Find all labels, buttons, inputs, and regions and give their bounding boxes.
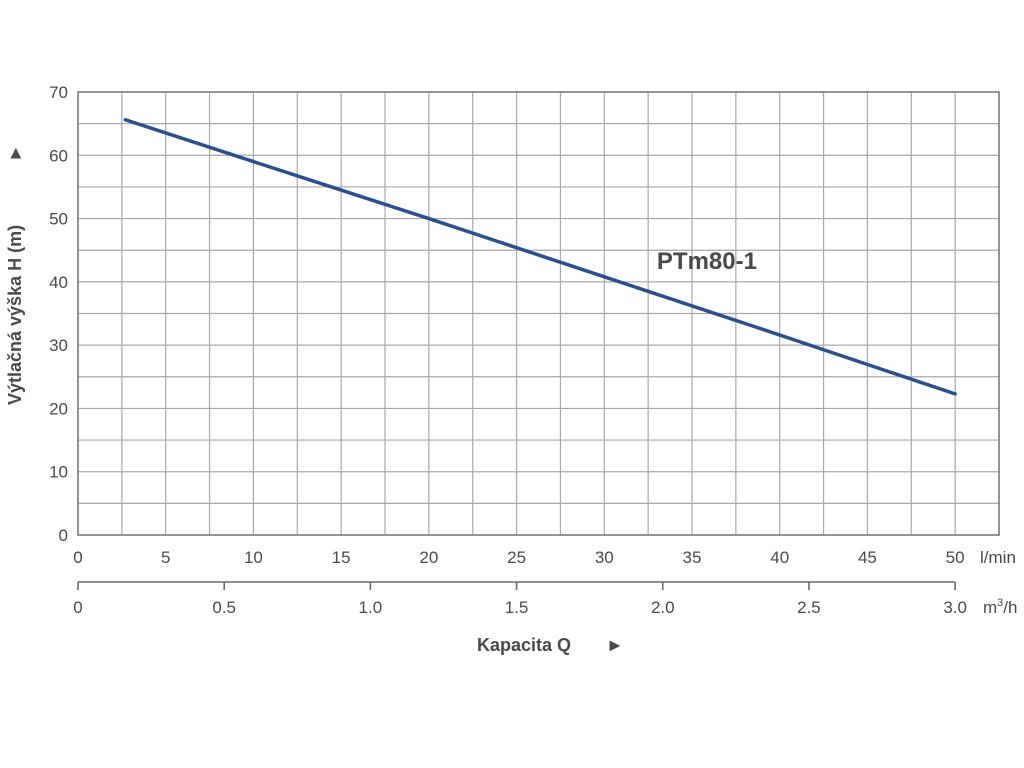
- x-tick-label: 35: [683, 548, 702, 567]
- y-tick-label: 50: [49, 210, 68, 229]
- x2-tick-label: 3.0: [943, 598, 967, 617]
- x2-tick-label: 0: [73, 598, 82, 617]
- x-tick-label: 50: [946, 548, 965, 567]
- y-tick-label: 10: [49, 463, 68, 482]
- x-tick-label: 30: [595, 548, 614, 567]
- x-tick-label: 0: [73, 548, 82, 567]
- x-axis-ticks: 0 5 10 15 20 25 30 35 40 45 50: [73, 548, 964, 567]
- x2-tick-label: 1.0: [359, 598, 383, 617]
- x-axis-unit-label: l/min: [980, 548, 1016, 567]
- x2-tick-label: 0.5: [212, 598, 236, 617]
- plot-frame: [77, 91, 1000, 536]
- x-axis-title: Kapacita Q: [477, 635, 571, 655]
- x-tick-label: 15: [332, 548, 351, 567]
- y-axis-ticks: 0 10 20 30 40 50 60 70: [49, 83, 68, 545]
- x2-tick-label: 2.0: [651, 598, 675, 617]
- y-tick-label: 0: [59, 526, 68, 545]
- x-tick-label: 40: [770, 548, 789, 567]
- x-tick-label: 20: [419, 548, 438, 567]
- x-tick-label: 25: [507, 548, 526, 567]
- series-layer: [123, 118, 957, 396]
- y-axis-title: Výtlačná výška H (m): [5, 225, 25, 405]
- plot-border: [77, 91, 1000, 536]
- y-tick-label: 70: [49, 83, 68, 102]
- x2-axis-unit-label: m3/h: [983, 597, 1017, 617]
- x2-tick-label: 2.5: [797, 598, 821, 617]
- x2-tick-label: 1.5: [505, 598, 529, 617]
- y-axis-arrow-icon: ►: [5, 144, 25, 162]
- y-tick-label: 30: [49, 336, 68, 355]
- y-axis-title-group: Výtlačná výška H (m) ►: [5, 144, 25, 405]
- x-tick-label: 10: [244, 548, 263, 567]
- x-axis-arrow-icon: ►: [606, 635, 624, 655]
- series-line-ptm80-1: [123, 118, 957, 396]
- series-label-ptm80-1: PTm80-1: [657, 248, 757, 275]
- y-tick-label: 20: [49, 399, 68, 418]
- x-tick-label: 45: [858, 548, 877, 567]
- grid: [78, 92, 999, 535]
- x-tick-label: 5: [161, 548, 170, 567]
- y-tick-label: 60: [49, 146, 68, 165]
- y-tick-label: 40: [49, 273, 68, 292]
- x2-axis: 0 0.5 1.0 1.5 2.0 2.5 3.0: [73, 581, 967, 617]
